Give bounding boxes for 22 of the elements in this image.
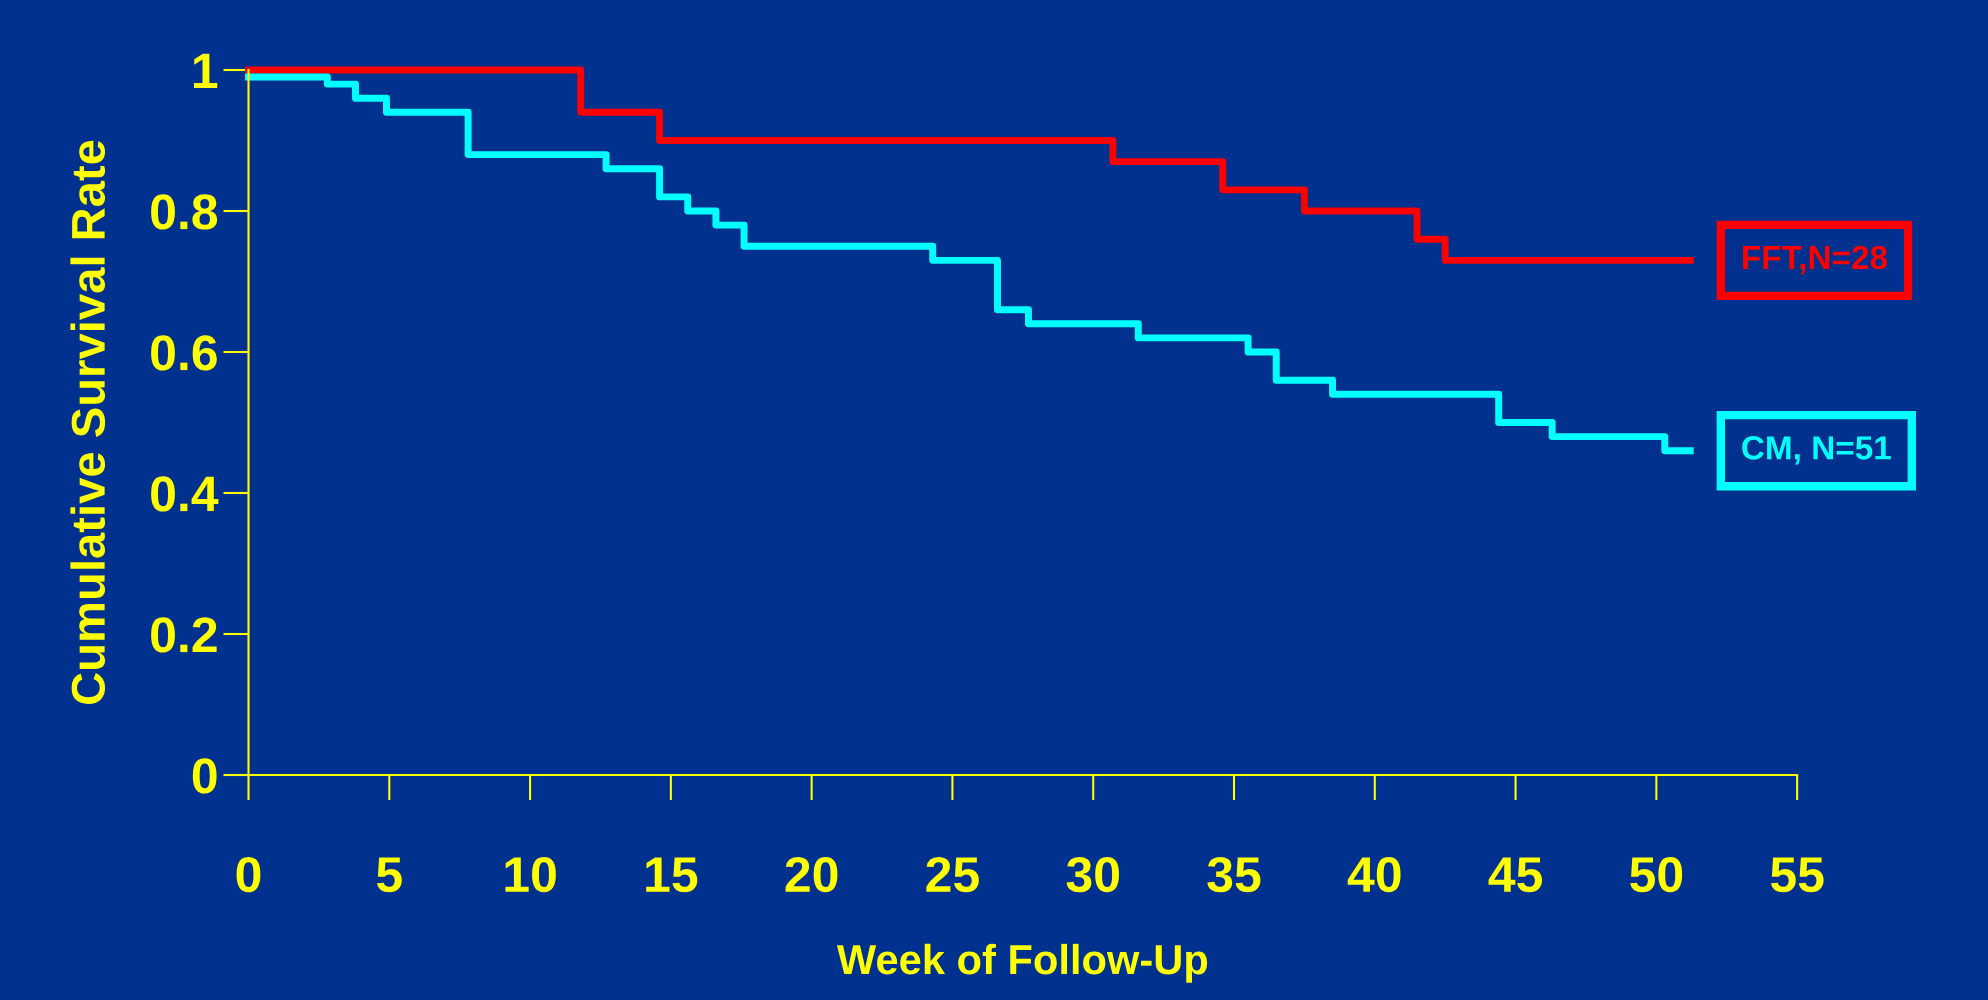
x-tick-label: 5	[376, 857, 402, 893]
y-tick-label: 0.2	[151, 617, 217, 653]
x-tick-label: 35	[1207, 856, 1261, 893]
x-tick-label: 15	[646, 857, 698, 893]
x-tick-label: 20	[785, 856, 838, 893]
series-label: FFT,N=28	[1743, 245, 1888, 275]
series-label: CM, N=51	[1742, 436, 1891, 465]
x-tick-label: 40	[1347, 856, 1401, 893]
x-tick-label: 30	[1066, 856, 1119, 893]
x-tick-label: 0	[236, 856, 261, 893]
y-tick-label: 0.4	[151, 476, 219, 512]
x-tick-label: 10	[505, 856, 556, 893]
x-axis-title: Week of Follow-Up	[836, 943, 1208, 983]
y-axis-title: Cumulative Survival Rate	[70, 140, 106, 704]
x-tick-label: 25	[926, 856, 979, 893]
x-tick-label: 55	[1770, 857, 1824, 893]
y-tick-label: 1	[193, 53, 218, 89]
y-tick-label: 0	[192, 758, 217, 794]
x-tick-label: 50	[1630, 856, 1683, 893]
x-tick-label: 45	[1488, 857, 1542, 893]
y-tick-label: 0.6	[151, 335, 217, 371]
y-tick-label: 0.8	[151, 194, 218, 230]
